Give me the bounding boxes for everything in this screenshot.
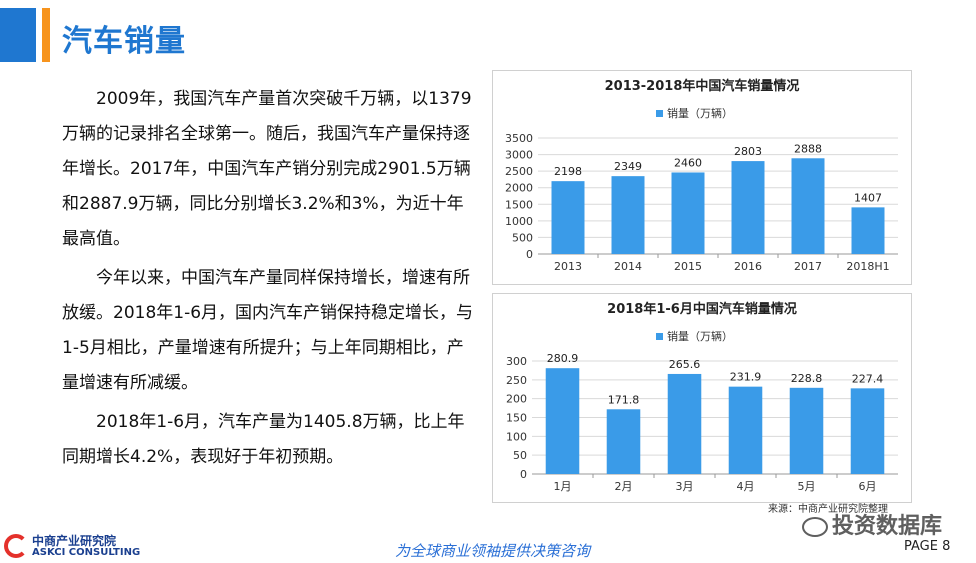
x-tick-label: 2015 bbox=[674, 260, 702, 273]
bar bbox=[851, 207, 885, 254]
logo-mark-icon bbox=[4, 534, 28, 558]
page-number: PAGE 8 bbox=[904, 539, 951, 554]
x-tick-label: 2018H1 bbox=[846, 260, 889, 273]
x-tick-label: 3月 bbox=[676, 480, 694, 493]
y-tick-label: 0 bbox=[520, 468, 527, 481]
y-tick-label: 250 bbox=[506, 374, 527, 387]
data-label: 1407 bbox=[854, 191, 882, 204]
data-label: 2349 bbox=[614, 160, 642, 173]
paragraph-2: 今年以来，中国汽车产量同样保持增长，增速有所放缓。2018年1-6月，国内汽车产… bbox=[62, 268, 474, 393]
bar bbox=[728, 386, 763, 474]
chart-title: 2018年1-6月中国汽车销量情况 bbox=[607, 301, 797, 317]
x-tick-label: 5月 bbox=[798, 480, 816, 493]
x-tick-label: 2013 bbox=[554, 260, 582, 273]
data-label: 2460 bbox=[674, 156, 702, 169]
data-label: 265.6 bbox=[669, 358, 701, 371]
y-tick-label: 150 bbox=[506, 412, 527, 425]
y-tick-label: 2000 bbox=[505, 182, 533, 195]
data-label: 2888 bbox=[794, 142, 822, 155]
body-text: 2009年，我国汽车产量首次突破千万辆，以1379万辆的记录排名全球第一。随后，… bbox=[62, 82, 474, 479]
y-tick-label: 1500 bbox=[505, 198, 533, 211]
y-tick-label: 50 bbox=[513, 449, 527, 462]
header-accent-stripe bbox=[42, 8, 50, 62]
y-tick-label: 500 bbox=[512, 231, 533, 244]
legend-label: 销量（万辆） bbox=[667, 329, 733, 343]
data-label: 2198 bbox=[554, 165, 582, 178]
bar bbox=[731, 161, 765, 254]
bar bbox=[611, 176, 645, 254]
data-label: 280.9 bbox=[547, 352, 579, 365]
data-label: 231.9 bbox=[730, 371, 762, 384]
source-note: 来源：中商产业研究院整理 bbox=[768, 504, 888, 515]
bar bbox=[850, 388, 885, 474]
x-tick-label: 2016 bbox=[734, 260, 762, 273]
y-tick-label: 3000 bbox=[505, 149, 533, 162]
x-tick-label: 2017 bbox=[794, 260, 822, 273]
data-label: 228.8 bbox=[791, 372, 823, 385]
data-label: 227.4 bbox=[852, 372, 884, 385]
watermark-text: 投资数据库 bbox=[832, 514, 943, 539]
header-accent-bar bbox=[0, 8, 36, 62]
page-title: 汽车销量 bbox=[62, 24, 186, 59]
paragraph-3: 2018年1-6月，汽车产量为1405.8万辆，比上年同期增长4.2%，表现好于… bbox=[62, 412, 465, 467]
bar bbox=[551, 181, 585, 254]
bar bbox=[606, 409, 641, 474]
bar bbox=[671, 172, 705, 254]
bar bbox=[667, 373, 702, 474]
company-logo: 中商产业研究院 ASKCI CONSULTING bbox=[4, 530, 144, 562]
y-tick-label: 200 bbox=[506, 393, 527, 406]
bar bbox=[789, 387, 824, 474]
bar bbox=[545, 368, 580, 474]
bar bbox=[791, 158, 825, 254]
logo-name-cn: 中商产业研究院 bbox=[32, 534, 117, 548]
x-tick-label: 2014 bbox=[614, 260, 642, 273]
logo-name-en: ASKCI CONSULTING bbox=[32, 547, 141, 558]
x-tick-label: 1月 bbox=[554, 480, 572, 493]
x-tick-label: 6月 bbox=[859, 480, 877, 493]
legend-label: 销量（万辆） bbox=[667, 106, 733, 120]
wechat-icon bbox=[802, 517, 828, 537]
y-tick-label: 300 bbox=[506, 355, 527, 368]
legend-swatch bbox=[656, 110, 663, 117]
y-tick-label: 2500 bbox=[505, 165, 533, 178]
chart-title: 2013-2018年中国汽车销量情况 bbox=[605, 78, 800, 94]
y-tick-label: 0 bbox=[526, 248, 533, 261]
data-label: 2803 bbox=[734, 145, 762, 158]
legend-swatch bbox=[656, 333, 663, 340]
y-tick-label: 100 bbox=[506, 430, 527, 443]
watermark: 投资数据库 bbox=[802, 508, 942, 540]
x-tick-label: 2月 bbox=[615, 480, 633, 493]
x-tick-label: 4月 bbox=[737, 480, 755, 493]
data-label: 171.8 bbox=[608, 393, 640, 406]
y-tick-label: 1000 bbox=[505, 215, 533, 228]
slogan: 为全球商业领袖提供决策咨询 bbox=[395, 542, 591, 560]
paragraph-1: 2009年，我国汽车产量首次突破千万辆，以1379万辆的记录排名全球第一。随后，… bbox=[62, 89, 472, 249]
y-tick-label: 3500 bbox=[505, 132, 533, 145]
